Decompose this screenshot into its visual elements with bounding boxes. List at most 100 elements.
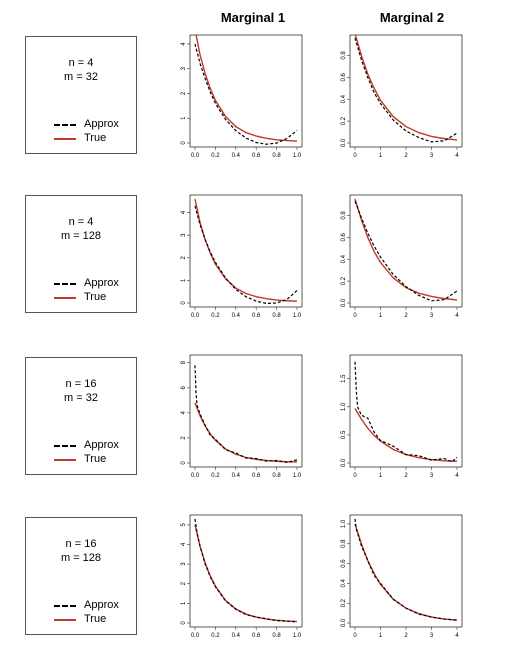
column-header-marginal-2: Marginal 2 bbox=[379, 10, 445, 25]
plot-frame bbox=[189, 354, 303, 468]
column-header-marginal-1: Marginal 1 bbox=[220, 10, 286, 25]
x-tick-label: 0.4 bbox=[232, 153, 241, 159]
m-label: m = 32 bbox=[64, 71, 98, 83]
x-tick-label: 0.6 bbox=[252, 153, 261, 159]
n-label: n = 16 bbox=[65, 378, 97, 390]
y-tick-label: 2 bbox=[181, 436, 187, 440]
x-tick-label: 0.2 bbox=[211, 313, 220, 319]
y-tick-label: 2 bbox=[181, 91, 187, 95]
y-tick-label: 0.6 bbox=[341, 72, 347, 81]
m-label: m = 128 bbox=[60, 230, 102, 242]
plot-frame bbox=[189, 34, 303, 148]
series-approx-line bbox=[194, 365, 298, 463]
x-tick-label: 0 bbox=[353, 153, 357, 159]
x-tick-label: 3 bbox=[430, 633, 434, 639]
x-tick-label: 0.6 bbox=[252, 473, 261, 479]
x-tick-label: 0 bbox=[353, 633, 357, 639]
x-tick-label: 0.0 bbox=[191, 313, 200, 319]
series-approx-line bbox=[354, 200, 458, 302]
x-tick-label: 0.2 bbox=[211, 473, 220, 479]
y-tick-label: 0.6 bbox=[341, 559, 347, 568]
x-tick-label: 3 bbox=[430, 313, 434, 319]
series-true-line bbox=[194, 198, 298, 302]
series-approx-line bbox=[194, 43, 298, 145]
y-tick-label: 1 bbox=[181, 116, 187, 120]
y-tick-label: 1 bbox=[181, 601, 187, 605]
x-tick-label: 3 bbox=[430, 473, 434, 479]
y-tick-label: 1.0 bbox=[341, 519, 347, 528]
y-tick-label: 2 bbox=[181, 255, 187, 259]
x-tick-label: 0 bbox=[353, 473, 357, 479]
x-tick-label: 0.2 bbox=[211, 153, 220, 159]
y-tick-label: 1.0 bbox=[341, 402, 347, 411]
series-true-line bbox=[354, 523, 458, 621]
y-tick-label: 0.0 bbox=[341, 618, 347, 627]
x-tick-label: 0 bbox=[353, 313, 357, 319]
chart-panel-row-1-marginal-2: 0 1 2 3 4 0.0 0.2 0.4 0.6 0.8 bbox=[341, 34, 463, 159]
x-tick-label: 2 bbox=[404, 313, 408, 319]
x-tick-label: 0.6 bbox=[252, 313, 261, 319]
plot-frame bbox=[349, 354, 463, 468]
y-tick-label: 0.0 bbox=[341, 458, 347, 467]
y-tick-label: 4 bbox=[181, 542, 187, 546]
y-tick-label: 4 bbox=[181, 42, 187, 46]
series-approx-line bbox=[354, 361, 458, 463]
y-tick-label: 0.5 bbox=[341, 430, 347, 439]
x-tick-label: 0.0 bbox=[191, 473, 200, 479]
x-tick-label: 4 bbox=[455, 153, 459, 159]
series-approx-line bbox=[194, 518, 298, 623]
y-tick-label: 1 bbox=[181, 278, 187, 282]
legend-approx-label: Approx bbox=[84, 599, 119, 611]
y-tick-label: 2 bbox=[181, 581, 187, 585]
x-tick-label: 4 bbox=[455, 473, 459, 479]
legend-approx-swatch bbox=[54, 605, 76, 607]
x-tick-label: 0.0 bbox=[191, 633, 200, 639]
x-tick-label: 2 bbox=[404, 153, 408, 159]
x-tick-label: 1.0 bbox=[293, 153, 302, 159]
parameter-box-row-3: n = 16 m = 32 Approx True bbox=[25, 357, 137, 475]
chart-panel-row-4-marginal-1: 0.0 0.2 0.4 0.6 0.8 1.0 0 1 2 3 4 5 bbox=[181, 514, 303, 639]
legend-true-swatch bbox=[54, 459, 76, 461]
legend-approx-swatch bbox=[54, 445, 76, 447]
y-tick-label: 3 bbox=[181, 66, 187, 70]
x-tick-label: 4 bbox=[455, 313, 459, 319]
x-tick-label: 0.0 bbox=[191, 153, 200, 159]
x-tick-label: 0.8 bbox=[272, 153, 281, 159]
legend-true-swatch bbox=[54, 619, 76, 621]
x-tick-label: 0.8 bbox=[272, 633, 281, 639]
legend-true-label: True bbox=[84, 613, 107, 625]
y-tick-label: 0.6 bbox=[341, 232, 347, 241]
y-tick-label: 8 bbox=[181, 360, 187, 364]
x-tick-label: 3 bbox=[430, 153, 434, 159]
legend-approx-label: Approx bbox=[84, 439, 119, 451]
y-tick-label: 0.0 bbox=[341, 138, 347, 147]
legend-true-label: True bbox=[84, 132, 107, 144]
parameter-box-row-1: n = 4 m = 32 Approx True bbox=[25, 36, 137, 154]
legend-approx-label: Approx bbox=[84, 118, 119, 130]
y-tick-label: 0.8 bbox=[341, 539, 347, 548]
n-label: n = 4 bbox=[68, 216, 94, 228]
x-tick-label: 1 bbox=[379, 313, 383, 319]
x-tick-label: 1 bbox=[379, 153, 383, 159]
chart-panel-row-2-marginal-2: 0 1 2 3 4 0.0 0.2 0.4 0.6 0.8 bbox=[341, 194, 463, 319]
x-tick-label: 1.0 bbox=[293, 633, 302, 639]
x-tick-label: 0.4 bbox=[232, 473, 241, 479]
x-tick-label: 1 bbox=[379, 473, 383, 479]
y-tick-label: 0.4 bbox=[341, 579, 347, 588]
chart-panel-row-2-marginal-1: 0.0 0.2 0.4 0.6 0.8 1.0 0 1 2 3 4 bbox=[181, 194, 303, 319]
y-tick-label: 0 bbox=[181, 141, 187, 145]
series-true-line bbox=[194, 524, 298, 623]
y-tick-label: 5 bbox=[181, 523, 187, 527]
x-tick-label: 0.2 bbox=[211, 633, 220, 639]
series-true-line bbox=[354, 408, 458, 463]
legend-approx-label: Approx bbox=[84, 277, 119, 289]
chart-panel-row-1-marginal-1: 0.0 0.2 0.4 0.6 0.8 1.0 0 1 2 3 4 bbox=[181, 34, 303, 159]
n-label: n = 16 bbox=[65, 538, 97, 550]
legend-approx-swatch bbox=[54, 124, 76, 126]
series-true-line bbox=[194, 402, 298, 463]
y-tick-label: 4 bbox=[181, 210, 187, 214]
x-tick-label: 4 bbox=[455, 633, 459, 639]
n-label: n = 4 bbox=[68, 57, 94, 69]
x-tick-label: 1 bbox=[379, 633, 383, 639]
m-label: m = 32 bbox=[64, 392, 98, 404]
